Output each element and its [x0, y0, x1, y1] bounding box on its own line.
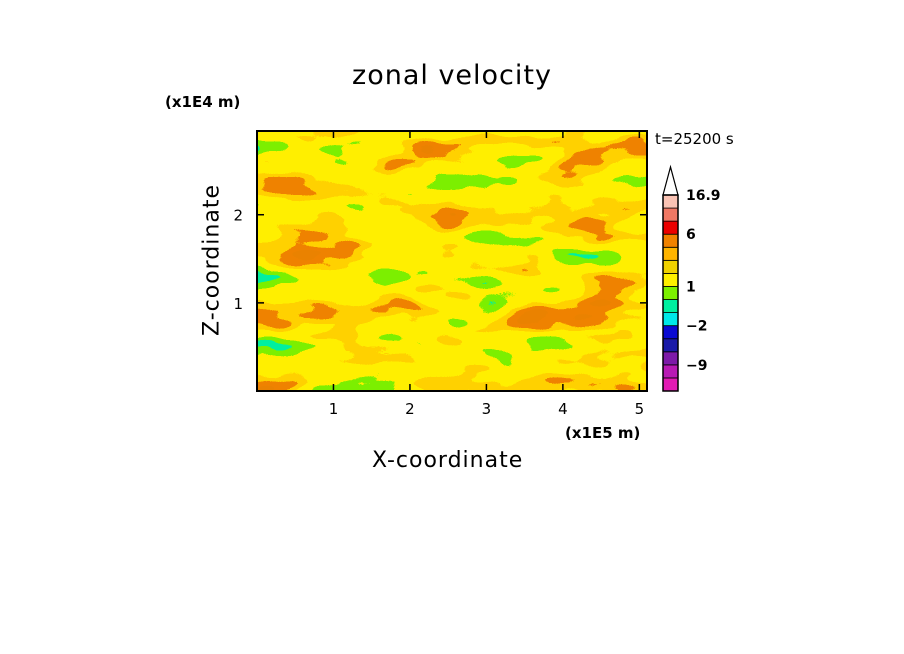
- velocity-field-fill: [257, 131, 647, 391]
- colorbar-band: [662, 286, 679, 300]
- colorbar-band: [662, 246, 679, 261]
- colorbar-band: [662, 351, 679, 366]
- x-tick-label: 4: [558, 400, 568, 418]
- colorbar-extend-arrow: [662, 164, 679, 196]
- x-tick-label: 3: [482, 400, 492, 418]
- colorbar-band: [662, 364, 679, 379]
- x-tick-label: 5: [635, 400, 645, 418]
- x-axis-unit: (x1E5 m): [565, 424, 641, 442]
- time-annotation: t=25200 s: [655, 130, 734, 148]
- colorbar-band: [662, 325, 679, 340]
- chart-title: zonal velocity: [352, 60, 552, 91]
- x-tick-label: 1: [329, 400, 339, 418]
- colorbar-band: [662, 194, 679, 209]
- colorbar-band: [662, 220, 679, 235]
- y-axis-label: Z-coordinate: [199, 184, 225, 336]
- colorbar-label: −9: [686, 358, 707, 374]
- y-axis-ticks: 12: [233, 207, 647, 313]
- z-axis-unit: (x1E4 m): [165, 93, 241, 111]
- colorbar-frame: [662, 194, 679, 392]
- x-axis-label: X-coordinate: [372, 448, 524, 473]
- colorbar-band: [662, 312, 679, 327]
- colorbar: 16.9 6 1 −2 −9: [662, 164, 721, 392]
- colorbar-band: [662, 233, 679, 248]
- x-tick-label: 2: [405, 400, 415, 418]
- colorbar-band: [662, 272, 679, 287]
- colorbar-band: [662, 299, 679, 313]
- colorbar-band: [662, 207, 679, 222]
- plot-frame: [256, 130, 648, 392]
- colorbar-label: −2: [686, 319, 707, 335]
- colorbar-label: 6: [686, 227, 696, 243]
- velocity-field: [257, 131, 647, 391]
- colorbar-label: 16.9: [686, 188, 721, 204]
- colorbar-band: [662, 259, 679, 274]
- colorbar-label: 1: [686, 279, 696, 295]
- colorbar-band: [662, 377, 679, 392]
- x-axis-ticks: 1 2 3 4 5: [329, 131, 644, 418]
- y-tick-label: 1: [233, 295, 243, 313]
- colorbar-band: [662, 338, 679, 353]
- y-tick-label: 2: [233, 207, 243, 225]
